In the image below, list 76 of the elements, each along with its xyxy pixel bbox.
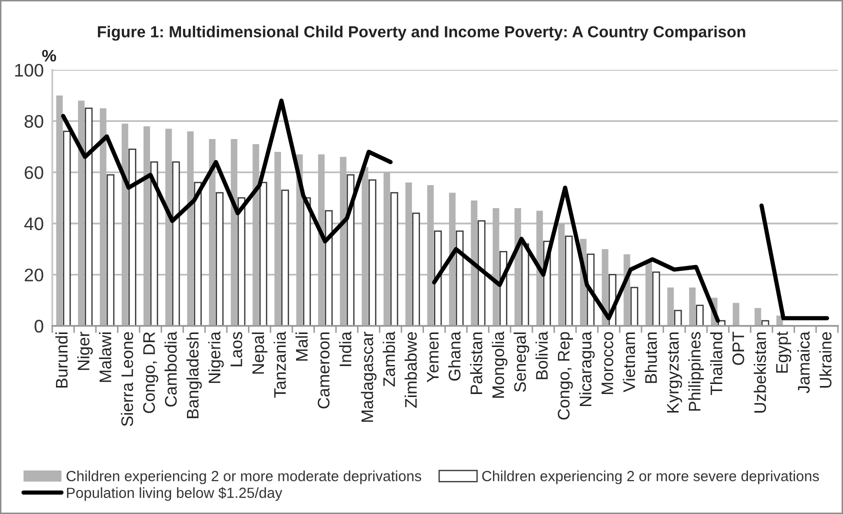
bar	[478, 220, 486, 326]
bar	[106, 174, 114, 326]
x-tick-label: Congo, Rep	[558, 332, 573, 420]
bar	[259, 182, 268, 326]
x-tick-label: Nigeria	[208, 331, 224, 383]
y-tick-label: 0	[34, 320, 44, 333]
y-tick-label: 40	[24, 217, 44, 230]
x-tick-label: Nicaragua	[579, 331, 595, 406]
bar	[172, 161, 180, 326]
x-tick-label: Zambia	[382, 331, 396, 386]
bar	[324, 210, 333, 326]
legend-label: Population living below $1.25/day	[67, 487, 282, 501]
x-tick-label: Ukraine	[819, 332, 832, 388]
bar	[368, 179, 376, 326]
x-tick-label: Pakistan	[470, 332, 482, 394]
x-tick-label: Malawi	[99, 332, 112, 382]
x-tick-label: Kyrgyzstan	[667, 332, 682, 412]
x-tick-label: Mali	[295, 332, 308, 361]
bar	[674, 310, 682, 326]
x-tick-label: Niger	[77, 332, 93, 370]
x-tick-label: Bolivia	[536, 331, 548, 380]
bar	[150, 161, 158, 326]
x-tick-label: India	[339, 331, 352, 366]
x-tick-label: Madagascar	[360, 332, 376, 422]
x-tick-label: Zimbabwe	[404, 332, 417, 408]
x-tick-label: Egypt	[776, 332, 792, 373]
bar	[62, 130, 71, 326]
x-tick-label: Mongolia	[492, 331, 508, 398]
y-tick-label: 60	[24, 166, 44, 180]
x-tick-label: Sierra Leone	[120, 332, 134, 426]
x-tick-label: Morocco	[602, 332, 614, 394]
bar	[238, 197, 246, 326]
bar	[564, 236, 573, 326]
x-tick-label: Ghana	[448, 331, 460, 381]
bar	[732, 302, 740, 326]
x-tick-label: Nepal	[252, 332, 268, 374]
x-tick-label: Cameroon	[318, 332, 330, 408]
x-tick-label: Uzbekistan	[754, 332, 766, 413]
x-tick-label: Congo, DR	[143, 332, 158, 414]
bar	[412, 212, 420, 326]
bar	[689, 287, 696, 326]
chart-title: Figure 1: Multidimensional Child Poverty and Income Poverty: A Country Comparison	[98, 26, 746, 41]
bar	[390, 192, 398, 326]
bar	[456, 230, 464, 326]
x-tick-label: Laos	[230, 332, 242, 366]
x-tick-label: Bhutan	[644, 332, 657, 383]
x-tick-label: Senegal	[514, 332, 530, 392]
bar	[216, 192, 224, 326]
y-tick-label: 20	[24, 268, 44, 282]
bar	[128, 148, 136, 326]
bar	[281, 190, 290, 326]
bar	[630, 286, 638, 326]
legend-label: Children experiencing 2 or more moderate deprivations	[66, 470, 422, 484]
bar	[696, 304, 704, 326]
y-tick-label: 100	[15, 64, 44, 77]
bar	[652, 271, 660, 326]
x-tick-label: Bangladesh	[186, 332, 202, 418]
bar	[346, 174, 355, 326]
x-tick-label: Philippines	[688, 332, 704, 411]
y-tick-label: 80	[24, 115, 44, 128]
bar	[194, 182, 202, 326]
legend-label: Children experiencing 2 or more severe deprivations	[482, 470, 819, 484]
y-axis-title: %	[42, 50, 56, 62]
x-tick-label: Vietnam	[622, 332, 636, 392]
x-tick-label: Thailand	[710, 332, 722, 395]
bar	[303, 197, 311, 326]
x-tick-label: OPT	[732, 332, 744, 365]
bar	[434, 230, 442, 326]
x-tick-label: Cambodia	[164, 331, 177, 407]
x-tick-label: Yemen	[427, 332, 439, 382]
x-tick-label: Burundi	[55, 332, 68, 388]
bar	[667, 287, 674, 326]
x-tick-label: Tanzania	[274, 331, 286, 398]
bar	[84, 108, 93, 326]
x-tick-label: Jamaica	[797, 331, 810, 394]
bar	[754, 308, 762, 326]
